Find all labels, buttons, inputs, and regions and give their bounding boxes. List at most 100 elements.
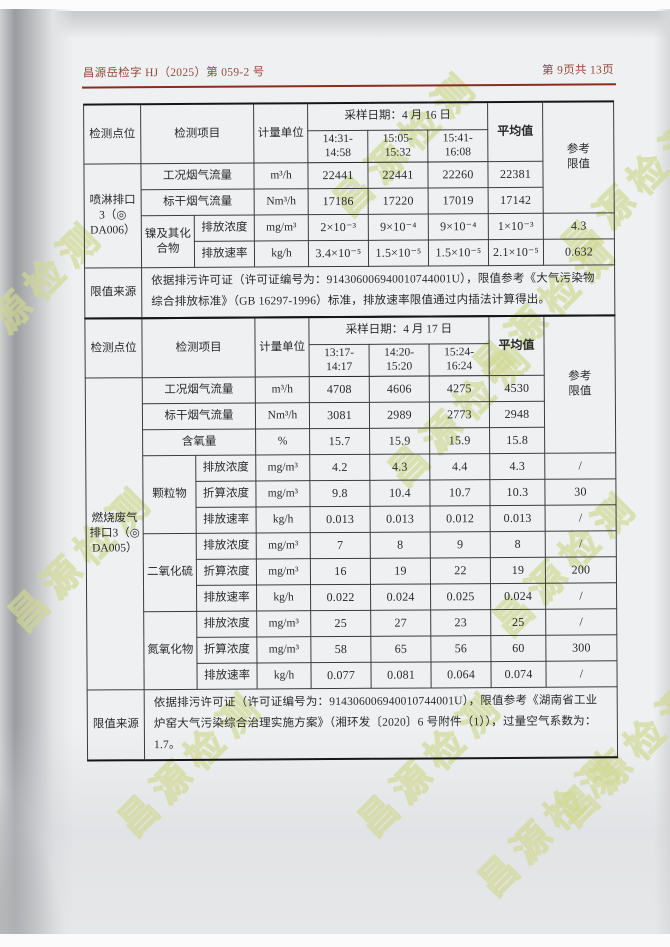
cell-param: 排放浓度: [196, 533, 257, 560]
col-header-average: 平均值: [487, 101, 543, 162]
cell-average: 8: [490, 531, 546, 558]
col-header-average: 平均值: [488, 315, 545, 376]
cell-value: 1.5×10⁻⁵: [368, 240, 429, 267]
cell-ref-limit: 300: [545, 635, 617, 662]
col-header-ref-limit: 参考 限值: [542, 101, 615, 214]
monitoring-table-april-16: 检测点位 检测项目 计量单位 采样日期：4 月 16 日 平均值 参考 限值 1…: [83, 100, 615, 319]
cell-value: 3.4×10⁻⁵: [308, 240, 369, 268]
col-header-time-3: 15:41-16:08: [427, 129, 488, 163]
col-header-item: 检测项目: [140, 103, 254, 165]
cell-group: 氮氧化物: [143, 611, 198, 691]
cell-unit: kg/h: [254, 241, 309, 268]
cell-ref-limit: /: [545, 661, 618, 688]
cell-value: 9: [430, 531, 491, 559]
cell-average: 4530: [489, 375, 545, 402]
cell-average: 0.024: [490, 583, 546, 610]
cell-average: 10.3: [489, 479, 546, 506]
cell-ref-limit: 4.3: [543, 213, 615, 240]
cell-value: 10.4: [369, 480, 431, 507]
cell-item: 含氧量: [142, 429, 256, 457]
cell-value: 9×10⁻⁴: [368, 214, 429, 241]
cell-value: 0.022: [310, 584, 371, 612]
cell-value: 22441: [367, 162, 429, 189]
cell-unit: kg/h: [256, 663, 312, 690]
cell-ref-limit: /: [545, 583, 617, 610]
cell-param: 排放速率: [194, 241, 255, 268]
cell-value: 17220: [368, 188, 429, 215]
cell-ref-limit: 30: [544, 479, 617, 506]
scan-strip-top: [0, 0, 670, 11]
monitoring-table-april-17: 检测点位 检测项目 计量单位 采样日期：4 月 17 日 平均值 参考 限值 1…: [84, 314, 618, 762]
cell-item: 标干烟气流量: [141, 189, 255, 217]
col-header-time-1: 14:31-14:58: [307, 129, 368, 164]
cell-value: 7: [310, 532, 371, 560]
cell-param: 折算浓度: [195, 481, 257, 508]
col-header-unit: 计量单位: [254, 317, 310, 378]
cell-unit: mg/m³: [256, 559, 311, 586]
cell-average: 4.3: [489, 453, 545, 480]
cell-value: 15.7: [309, 428, 370, 456]
cell-item: 工况烟气流量: [140, 163, 255, 191]
cell-value: 10.7: [429, 479, 491, 507]
cell-ref-limit: /: [545, 609, 617, 636]
cell-unit: Nm³/h: [255, 403, 310, 430]
scan-band-top: [0, 11, 670, 39]
cell-value: 0.012: [430, 505, 491, 533]
cell-unit: mg/m³: [256, 533, 311, 560]
cell-ref-limit: 200: [545, 557, 617, 584]
cell-value: 19: [370, 558, 431, 585]
cell-ref-limit: /: [545, 531, 617, 558]
cell-unit: mg/m³: [255, 455, 310, 482]
cell-average: 1×10⁻³: [488, 213, 544, 240]
cell-unit: mg/m³: [256, 611, 311, 638]
cell-value: 0.025: [430, 583, 491, 611]
col-header-ref-limit: 参考 限值: [543, 315, 616, 454]
cell-average: 0.013: [490, 505, 546, 532]
cell-average: 2948: [489, 401, 545, 428]
cell-value: 17186: [308, 188, 369, 216]
cell-value: 58: [310, 636, 371, 664]
cell-value: 1.5×10⁻⁵: [428, 239, 489, 267]
cell-value: 25: [310, 610, 371, 638]
cell-value: 27: [370, 610, 431, 637]
cell-value: 16: [310, 558, 371, 586]
cell-param: 排放速率: [196, 663, 258, 690]
cell-item: 工况烟气流量: [142, 377, 256, 405]
cell-value: 4708: [309, 376, 370, 404]
cell-value: 2773: [429, 401, 490, 429]
cell-average: 17142: [488, 187, 544, 214]
cell-ref-limit: /: [544, 453, 616, 480]
cell-group: 二氧化硫: [143, 533, 197, 613]
cell-group: 镍及其化合物: [141, 215, 195, 269]
cell-value: 22260: [427, 161, 489, 189]
col-header-point: 检测点位: [83, 104, 141, 165]
cell-param: 折算浓度: [196, 637, 257, 664]
cell-value: 22441: [307, 162, 369, 190]
cell-value: 8: [370, 532, 431, 559]
cell-average: 15.8: [489, 427, 545, 454]
cell-value: 9×10⁻⁴: [428, 213, 489, 241]
col-header-time-2: 14:20-15:20: [369, 343, 430, 377]
cell-param: 排放浓度: [196, 611, 257, 638]
cell-value: 4.4: [429, 453, 490, 481]
cell-value: 15.9: [429, 427, 490, 455]
scan-paper-shading: [0, 726, 670, 936]
scan-edge-right: [654, 9, 670, 947]
cell-value: 0.024: [370, 584, 431, 611]
scan-strip-bottom: [0, 934, 670, 947]
cell-average: 0.074: [490, 661, 547, 688]
cell-unit: m³/h: [255, 377, 310, 404]
cell-unit: mg/m³: [255, 481, 311, 508]
cell-average: 25: [490, 609, 546, 636]
page-header: 昌源岳检字 HJ（2025）第 059-2 号 第 9页共 13页: [83, 61, 614, 80]
cell-param: 折算浓度: [196, 559, 257, 586]
cell-value: 2×10⁻³: [308, 214, 369, 242]
cell-unit: kg/h: [256, 507, 311, 534]
doc-number: 昌源岳检字 HJ（2025）第 059-2 号: [82, 66, 265, 80]
cell-unit: mg/m³: [256, 637, 311, 664]
cell-unit: m³/h: [253, 163, 309, 190]
col-header-item: 检测项目: [141, 317, 256, 379]
page-number: 第 9页共 13页: [542, 64, 614, 77]
cell-limit-source-text: 依据排污许可证（许可证编号为：914306006940010744001U），限…: [144, 687, 618, 761]
